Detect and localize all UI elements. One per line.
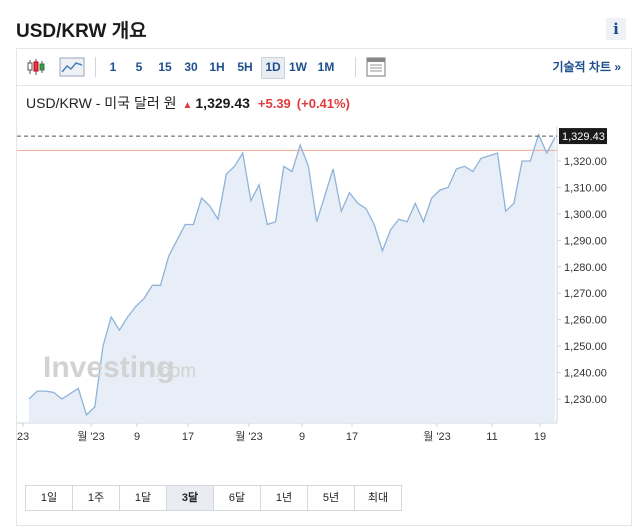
timeframe-5h[interactable]: 5H xyxy=(237,60,253,74)
timeframe-1d[interactable]: 1D xyxy=(261,57,285,79)
chart-panel: 1 5 15 30 1H 5H 1D 1W 1M 기술적 차트 » USD/KRW - 미국 달… xyxy=(16,48,632,526)
timeframe-1h[interactable]: 1H xyxy=(209,60,225,74)
chart-toolbar: 1 5 15 30 1H 5H 1D 1W 1M 기술적 차트 » xyxy=(17,49,631,86)
price-line xyxy=(28,132,556,417)
x-tick-label: 월 '23 xyxy=(423,430,451,443)
y-tick-label: 1,280.00 xyxy=(564,262,607,274)
up-arrow-icon: ▲ xyxy=(182,100,193,111)
timeframe-1w[interactable]: 1W xyxy=(289,60,307,74)
instrument-name: USD/KRW - 미국 달러 원 xyxy=(26,95,177,111)
timeframe-1[interactable]: 1 xyxy=(109,60,117,74)
range-5년[interactable]: 5년 xyxy=(308,486,355,510)
candlestick-icon[interactable] xyxy=(25,56,47,78)
price-change-percent: (+0.41%) xyxy=(296,96,350,111)
y-tick-label: 1,320.00 xyxy=(564,156,607,168)
y-tick-label: 1,230.00 xyxy=(564,394,607,406)
x-tick-label: 월 '23 xyxy=(235,430,263,443)
toolbar-divider xyxy=(95,57,96,77)
timeframe-5[interactable]: 5 xyxy=(135,60,143,74)
timeframe-15[interactable]: 15 xyxy=(158,60,172,74)
range-1주[interactable]: 1주 xyxy=(73,486,120,510)
x-tick-label: 17 xyxy=(182,431,194,443)
x-tick-label: 19 xyxy=(534,431,546,443)
price-chart[interactable]: Investing .com 1,230.00 1,240.00 1,250.00 1… xyxy=(17,121,631,461)
info-icon[interactable]: i xyxy=(606,18,626,40)
timeframe-1m[interactable]: 1M xyxy=(317,60,335,74)
toolbar-divider xyxy=(355,57,356,77)
range-1일[interactable]: 1일 xyxy=(26,486,73,510)
x-tick-label: 9 xyxy=(134,431,140,443)
range-1년[interactable]: 1년 xyxy=(261,486,308,510)
range-3달[interactable]: 3달 xyxy=(167,486,214,510)
x-tick-label: 11 xyxy=(486,431,497,443)
last-price-tag: 1,329.43 xyxy=(562,131,605,143)
range-1달[interactable]: 1달 xyxy=(120,486,167,510)
timeframe-30[interactable]: 30 xyxy=(184,60,198,74)
investing-logo: Investing .com xyxy=(43,351,196,384)
range-selector: 1일 1주 1달 3달 6달 1년 5년 최대 xyxy=(25,485,402,511)
x-tick-label: 9 xyxy=(299,431,305,443)
range-최대[interactable]: 최대 xyxy=(355,486,401,510)
range-6달[interactable]: 6달 xyxy=(214,486,261,510)
investing-logo-brand: Investing xyxy=(43,351,175,384)
y-tick-label: 1,240.00 xyxy=(564,368,607,380)
price-area xyxy=(29,134,555,423)
y-tick-label: 1,250.00 xyxy=(564,341,607,353)
y-tick-label: 1,270.00 xyxy=(564,288,607,300)
quote-line: USD/KRW - 미국 달러 원 ▲ 1,329.43 +5.39 (+0.41%) xyxy=(26,94,350,115)
x-tick-label: 17 xyxy=(346,431,358,443)
y-tick-label: 1,310.00 xyxy=(564,182,607,194)
y-tick-label: 1,290.00 xyxy=(564,235,607,247)
y-tick-label: 1,300.00 xyxy=(564,209,607,221)
table-icon[interactable] xyxy=(365,56,387,78)
advanced-chart-link[interactable]: 기술적 차트 » xyxy=(552,60,621,74)
y-tick-label: 1,260.00 xyxy=(564,315,607,327)
last-price: 1,329.43 xyxy=(195,95,250,111)
investing-logo-suffix: .com xyxy=(155,361,196,382)
x-tick-label: 23 xyxy=(17,431,29,443)
x-tick-label: 월 '23 xyxy=(77,430,105,443)
page-title: USD/KRW 개요 xyxy=(16,21,147,42)
last-price-tag-bg xyxy=(559,128,607,145)
price-change: +5.39 xyxy=(257,96,291,111)
line-chart-icon[interactable] xyxy=(59,56,85,78)
